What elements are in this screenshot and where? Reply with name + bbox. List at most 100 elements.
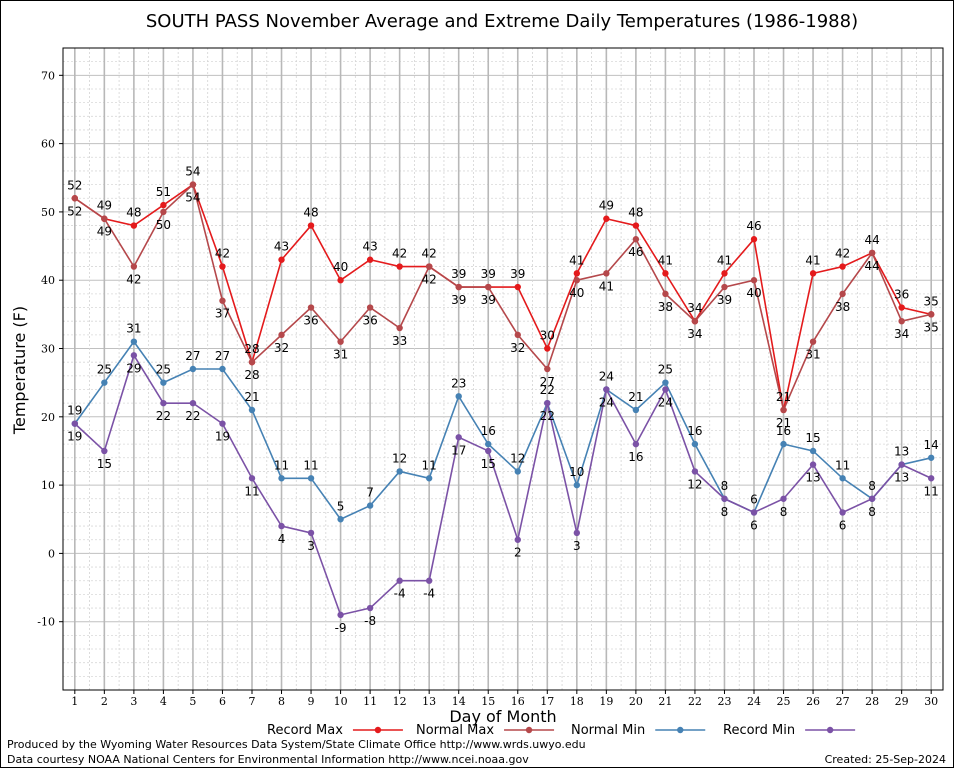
data-point-normal-max (662, 290, 669, 298)
data-label-normal-min: 7 (366, 486, 374, 500)
series-line-record-min (74, 353, 932, 616)
y-tick-label: -10 (37, 616, 55, 629)
data-label-record-min: 24 (599, 395, 614, 409)
x-tick-label: 29 (895, 695, 909, 708)
data-label-record-max: 41 (805, 253, 820, 267)
data-label-record-min: 6 (750, 518, 758, 532)
data-label-record-max: 43 (274, 240, 289, 254)
y-tick-label: 60 (41, 138, 55, 151)
data-point-normal-min (691, 440, 699, 448)
data-point-normal-max (337, 338, 344, 345)
x-tick-label: 10 (334, 695, 348, 708)
x-tick-label: 5 (189, 695, 196, 708)
data-point-record-min (396, 577, 403, 584)
data-label-record-max: 52 (67, 178, 82, 192)
data-label-normal-min: 22 (540, 383, 555, 397)
data-label-normal-max: 49 (97, 225, 112, 239)
data-label-normal-min: 19 (67, 404, 82, 418)
data-label-record-min: 12 (687, 477, 702, 491)
x-tick-label: 11 (363, 695, 377, 708)
plot-border (62, 47, 944, 691)
data-point-record-min (750, 509, 758, 516)
data-point-record-min (514, 536, 521, 543)
data-label-record-min: 2 (514, 546, 522, 560)
data-point-record-min (691, 468, 699, 475)
data-point-record-max (632, 222, 640, 229)
data-label-record-max: 36 (894, 288, 909, 302)
data-point-record-min (219, 420, 226, 427)
data-label-record-min: 11 (244, 484, 259, 498)
data-label-record-max: 42 (422, 247, 437, 261)
data-label-record-min: 3 (573, 539, 581, 553)
data-label-normal-min: 21 (628, 390, 643, 404)
x-tick-label: 17 (540, 695, 554, 708)
data-point-normal-max (160, 208, 167, 216)
data-point-record-min (189, 399, 197, 407)
data-point-normal-max (189, 181, 197, 188)
data-point-record-min (130, 352, 138, 359)
data-label-record-min: -4 (423, 587, 435, 601)
data-label-record-max: 48 (303, 206, 318, 220)
data-point-record-min (71, 420, 79, 427)
x-tick-label: 30 (924, 695, 938, 708)
data-label-normal-min: 16 (481, 424, 496, 438)
data-label-record-min: 22 (540, 409, 555, 423)
data-label-normal-min: 6 (750, 492, 758, 506)
data-label-record-min: 19 (215, 430, 230, 444)
data-point-normal-min (662, 379, 669, 386)
data-point-record-min (839, 509, 846, 516)
data-point-normal-min (366, 502, 374, 509)
data-point-record-max (366, 256, 374, 263)
data-label-normal-min: 16 (776, 424, 791, 438)
chart-title: SOUTH PASS November Average and Extreme … (146, 11, 858, 32)
x-tick-label: 7 (248, 695, 255, 708)
data-point-record-min (160, 399, 167, 407)
data-label-normal-max: 52 (67, 204, 82, 218)
data-label-record-max: 34 (687, 301, 702, 315)
data-label-normal-min: 27 (215, 349, 230, 363)
data-label-record-min: 8 (868, 505, 876, 519)
y-tick-label: 70 (41, 69, 55, 82)
legend-item-record-min: Record Min (723, 723, 856, 738)
data-label-normal-max: 33 (392, 334, 407, 348)
data-label-record-min: 8 (721, 505, 729, 519)
data-label-record-min: 4 (278, 532, 286, 546)
data-point-record-min (898, 461, 905, 468)
data-point-normal-min (780, 440, 787, 448)
data-point-normal-max (514, 331, 521, 339)
x-tick-label: 4 (160, 695, 167, 708)
series-line-record-max (74, 183, 932, 411)
data-point-normal-max (721, 283, 728, 291)
data-label-record-max: 42 (215, 247, 230, 261)
data-point-normal-max (780, 406, 787, 414)
data-point-normal-min (307, 475, 315, 482)
data-point-normal-min (514, 468, 521, 475)
x-tick-label: 9 (308, 695, 315, 708)
data-point-normal-max (396, 324, 403, 332)
data-point-normal-max (366, 304, 374, 311)
data-point-normal-min (455, 393, 462, 400)
x-tick-label: 18 (570, 695, 584, 708)
legend-marker (677, 726, 684, 734)
x-tick-label: 22 (688, 695, 702, 708)
data-label-record-min: 8 (780, 505, 788, 519)
data-point-normal-max (573, 277, 581, 284)
y-tick-label: 0 (48, 547, 55, 560)
x-tick-label: 20 (629, 695, 643, 708)
data-label-normal-max: 37 (215, 307, 230, 321)
data-label-record-max: 54 (185, 165, 200, 179)
footer-produced-by: Produced by the Wyoming Water Resources … (7, 738, 586, 751)
data-label-record-min: 11 (924, 484, 939, 498)
data-point-record-min (544, 399, 551, 407)
y-tick-label: 20 (41, 411, 55, 424)
data-point-record-min (337, 611, 344, 619)
data-label-normal-min: 11 (422, 458, 437, 472)
data-label-record-max: 40 (333, 260, 348, 274)
data-point-record-min (632, 440, 640, 448)
data-label-record-max: 49 (599, 199, 614, 213)
data-label-normal-min: 14 (924, 438, 939, 452)
data-point-normal-max (425, 263, 433, 270)
x-tick-label: 15 (481, 695, 495, 708)
data-label-normal-min: 11 (835, 458, 850, 472)
